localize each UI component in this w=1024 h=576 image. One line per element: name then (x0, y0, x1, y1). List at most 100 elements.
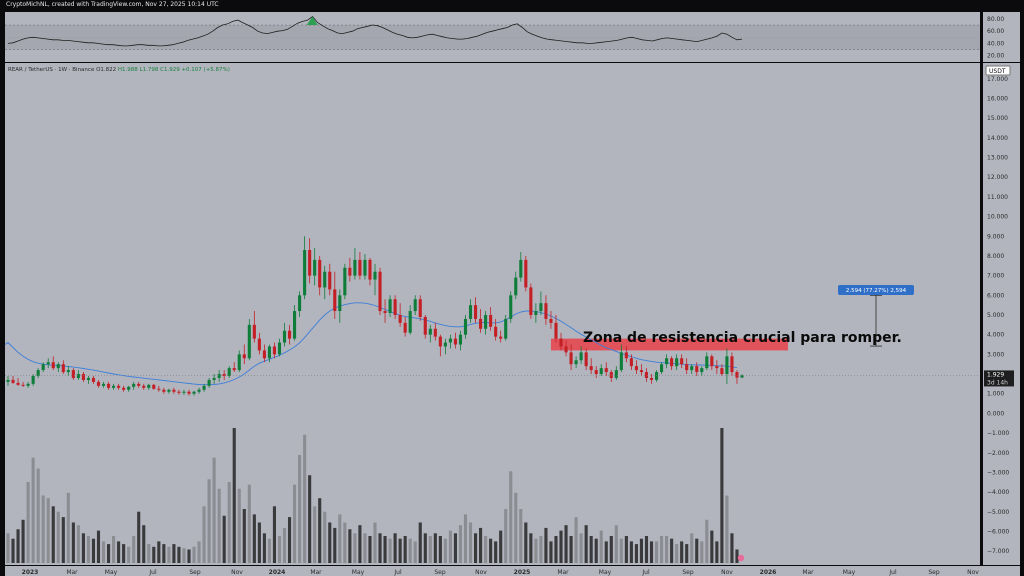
rsi-tick-label: 40.00 (987, 40, 1004, 47)
volume-bar (418, 522, 422, 563)
volume-bar (554, 536, 558, 563)
candle-body (282, 330, 287, 343)
candle-body (634, 366, 638, 371)
candle-body (293, 311, 297, 339)
volume-bar (323, 511, 327, 563)
candle-body (86, 377, 90, 380)
time-tick-label: May (105, 569, 118, 576)
candle-body (237, 354, 241, 371)
volume-bar (383, 536, 387, 563)
candle-body (363, 259, 367, 276)
candle-body (41, 364, 45, 371)
volume-bar (423, 533, 427, 563)
volume-bar (504, 509, 508, 563)
price-tick-label: 10.000 (987, 214, 1008, 221)
candle-body (91, 377, 96, 382)
volume-bar (589, 536, 593, 563)
candle-body (675, 358, 679, 367)
volume-bar (16, 529, 20, 563)
volume-bar (388, 538, 392, 563)
volume-bar (157, 541, 161, 563)
candle-body (328, 271, 332, 290)
candle-body (504, 318, 508, 339)
volume-bar (403, 536, 407, 563)
candle-body (443, 342, 447, 347)
currency-badge-label: USDT (989, 68, 1006, 75)
volume-bar (328, 522, 332, 563)
time-tick-label: Jul (148, 569, 157, 576)
time-tick-label: Mar (802, 569, 814, 576)
volume-bar (298, 455, 302, 563)
volume-bar (277, 536, 282, 563)
volume-bar (117, 541, 121, 563)
volume-bar (489, 538, 493, 563)
volume-bar (313, 506, 317, 563)
volume-bar (167, 546, 171, 563)
volume-bar (549, 541, 553, 563)
candle-body (554, 322, 558, 339)
volume-bar (137, 511, 141, 563)
volume-bar (147, 544, 151, 563)
candle-body (609, 372, 613, 378)
measure-badge (838, 285, 914, 295)
volume-bar (609, 536, 613, 563)
ohlc-close: C1.929 (160, 67, 180, 73)
volume-bar (81, 533, 85, 563)
candle-body (665, 358, 669, 365)
candle-body (534, 311, 538, 315)
volume-bar (212, 457, 216, 563)
candle-body (574, 360, 578, 365)
ohlc-change: +0.107 (+5.87%) (181, 67, 230, 73)
price-tick-label: 7.000 (987, 273, 1004, 280)
candle-body (544, 303, 548, 319)
candle-body (383, 311, 387, 314)
candle-body (438, 336, 442, 347)
candle-body (685, 364, 689, 371)
ohlc-open: O1.822 (96, 67, 117, 73)
candle-body (499, 336, 503, 339)
measure-label: 2.594 (77.27%) 2,594 (846, 288, 907, 294)
volume-bar (252, 514, 256, 563)
volume-bar (343, 522, 347, 563)
candle-body (584, 352, 588, 367)
candle-body (147, 384, 151, 388)
volume-bar (162, 544, 166, 563)
volume-bar (594, 538, 598, 563)
candle-body (484, 314, 488, 329)
volume-bar (408, 538, 412, 563)
volume-bar (484, 536, 488, 563)
candle-body (308, 250, 312, 276)
ohlc-low: L1.798 (139, 67, 159, 73)
candle-body (197, 389, 201, 392)
candle-body (448, 338, 452, 343)
candle-body (76, 374, 80, 378)
volume-bar (227, 482, 231, 563)
volume-bar (574, 517, 578, 563)
rsi-tick-label: 60.00 (987, 28, 1004, 35)
volume-bar (112, 536, 116, 563)
volume-bar (86, 536, 90, 563)
candle-body (11, 379, 15, 383)
volume-bar (232, 428, 236, 563)
candle-body (247, 324, 251, 359)
volume-bar (725, 495, 729, 563)
candle-body (66, 370, 70, 373)
price-tick-label: 8.000 (987, 253, 1004, 260)
volume-bar (303, 434, 307, 563)
volume-bar (262, 533, 266, 563)
volume-bar (272, 506, 277, 563)
candle-body (81, 374, 85, 380)
volume-bar (690, 533, 694, 563)
volume-bar (66, 492, 70, 563)
volume-bar (705, 519, 709, 563)
candle-body (644, 372, 649, 378)
volume-bar (453, 533, 457, 563)
volume-bar (197, 541, 201, 563)
volume-bar (539, 536, 543, 563)
volume-bar (61, 517, 65, 563)
volume-bar (463, 514, 468, 563)
price-tick-label: −1.000 (987, 430, 1009, 437)
last-price-countdown: 3d 14h (987, 379, 1008, 386)
